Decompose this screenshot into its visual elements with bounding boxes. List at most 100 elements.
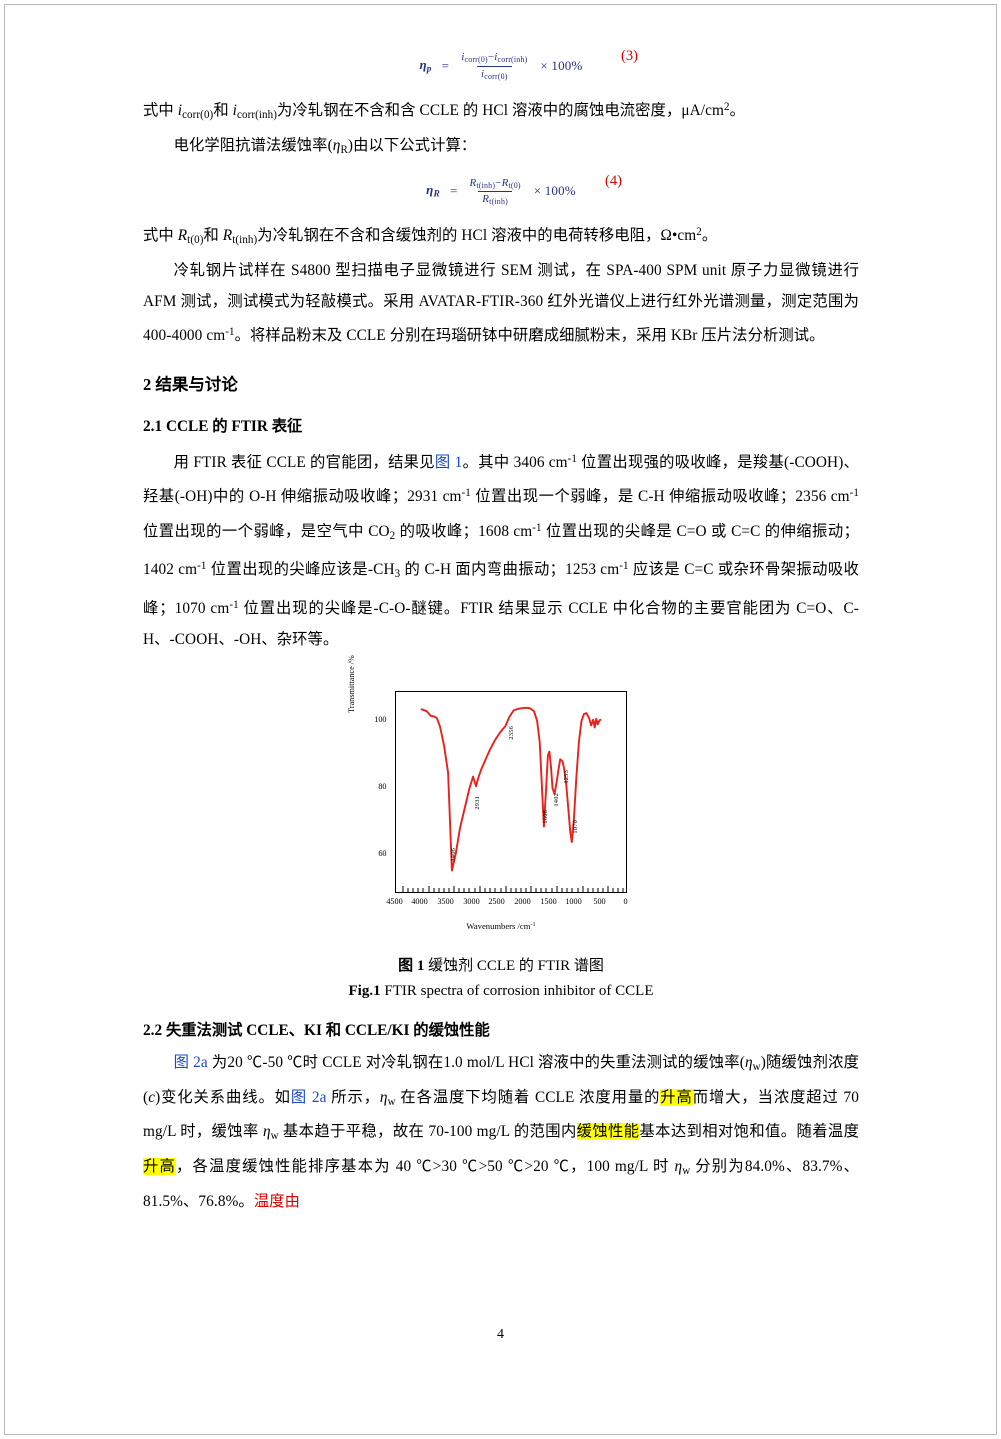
chart-x-tick-3000: 3000 xyxy=(463,897,480,907)
text-run: 的 C-H 面内弯曲振动；1253 cm xyxy=(400,561,620,579)
highlight-shenggao-1: 升高 xyxy=(660,1088,693,1106)
text-run: 为20 ℃-50 ℃时 CCLE 对冷轧钢在1.0 mol/L HCl 溶液中的… xyxy=(207,1054,745,1072)
paragraph-ftir: 用 FTIR 表征 CCLE 的官能团，结果见图 1。其中 3406 cm-1 … xyxy=(143,452,860,648)
paragraph-after-eq4: 式中 Rt(0)和 Rt(inh)为冷轧钢在不含和含缓蚀剂的 HCl 溶液中的电… xyxy=(143,226,718,247)
section-heading-results: 2 结果与讨论 xyxy=(143,374,238,394)
text-run: 位置出现的尖峰是-C-O-醚键。FTIR 结果显示 CCLE 中化合物的主要官能… xyxy=(143,599,859,648)
equation-4-lhs: ηR xyxy=(426,182,440,201)
equation-4-tail: × 100% xyxy=(533,183,576,199)
text-run: 为冷轧钢在不含和含缓蚀剂的 HCl 溶液中的电荷转移电阻，Ω•cm xyxy=(257,227,697,245)
section-heading-ftir: 2.1 CCLE 的 FTIR 表征 xyxy=(143,417,303,435)
figure-caption-cn: 图 1 缓蚀剂 CCLE 的 FTIR 谱图 xyxy=(143,954,859,979)
text-run: 所示， xyxy=(326,1088,380,1106)
paragraph-eis-intro: 电化学阻抗谱法缓蚀率(ηR)由以下公式计算： xyxy=(173,136,477,156)
text-run: )随缓蚀剂浓度( xyxy=(143,1054,859,1106)
symbol-rt0: R xyxy=(177,227,188,245)
symbol-c: c xyxy=(148,1088,156,1106)
chart-peak-label-2356: 2356 xyxy=(507,726,515,740)
symbol-icorr0: i xyxy=(177,101,183,119)
chart-peak-label-1253: 1253 xyxy=(562,770,570,784)
figure-caption-en: Fig.1 FTIR spectra of corrosion inhibito… xyxy=(143,979,859,1004)
chart-peak-label-1608: 1608 xyxy=(541,810,549,824)
paragraph-weightloss: 图 2a 为20 ℃-50 ℃时 CCLE 对冷轧钢在1.0 mol/L HCl… xyxy=(143,1054,859,1210)
chart-x-tick-2500: 2500 xyxy=(488,897,505,907)
paragraph-after-eq3: 式中 icorr(0)和 icorr(inh)为冷轧钢在不含和含 CCLE 的 … xyxy=(143,101,746,122)
text-run: 。 xyxy=(729,101,746,119)
equation-4-fraction: Rt(inh)−Rt(0) Rt(inh) xyxy=(465,177,524,206)
text-run: 位置出现一个弱峰，是 C-H 伸缩振动吸收峰；2356 cm xyxy=(470,488,850,506)
equation-3-lhs: ηp xyxy=(419,57,432,75)
red-text-wendu: 温度由 xyxy=(253,1192,301,1210)
text-run: 位置出现强的吸收峰，是羧基(-COOH)、羟基(-OH)中的 O-H 伸缩振动吸… xyxy=(143,453,859,506)
chart-x-tick-1500: 1500 xyxy=(540,897,557,907)
equation-3: ηp = icorr(0)−icorr(inh) icorr(0) × 100% xyxy=(419,51,582,80)
figure-caption-cn-label: 图 1 xyxy=(398,958,425,975)
chart-x-tick-1000: 1000 xyxy=(565,897,582,907)
equation-3-fraction: icorr(0)−icorr(inh) icorr(0) xyxy=(457,51,531,80)
figure-caption-en-text: FTIR spectra of corrosion inhibitor of C… xyxy=(380,983,654,1000)
section-heading-weightloss: 2.2 失重法测试 CCLE、KI 和 CCLE/KI 的缓蚀性能 xyxy=(143,1022,490,1040)
text-run: 和 xyxy=(213,101,233,119)
text-run: 。将样品粉末及 CCLE 分别在玛瑙研钵中研磨成细腻粉末，采用 KBr 压片法分… xyxy=(234,327,825,345)
chart-plot-area: 3406 2931 2356 1608 1402 1253 1070 xyxy=(394,691,627,894)
text-run: 位置出现的一个弱峰，是空气中 CO xyxy=(143,522,390,540)
text-run: 。 xyxy=(701,227,718,245)
text-run: 位置出现的尖峰应该是-CH xyxy=(206,561,395,579)
chart-y-tick-100: 100 xyxy=(374,715,387,725)
chart-x-tick-500: 500 xyxy=(593,897,606,907)
text-run: 式中 xyxy=(143,101,178,119)
equation-4-number: (4) xyxy=(605,173,622,190)
text-run: 和 xyxy=(203,227,223,245)
equation-4: ηR = Rt(inh)−Rt(0) Rt(inh) × 100% xyxy=(426,177,576,206)
symbol-eta-w: η xyxy=(744,1054,753,1072)
chart-x-tick-3500: 3500 xyxy=(437,897,454,907)
equation-3-tail: × 100% xyxy=(540,58,583,73)
page-content: ηp = icorr(0)−icorr(inh) icorr(0) × 100%… xyxy=(143,40,859,1217)
symbol-rtinh: R xyxy=(222,227,233,245)
text-run: 分别为84.0%、83.7%、81.5%、76.8%。 xyxy=(143,1158,859,1210)
equation-4-row: ηR = Rt(inh)−Rt(0) Rt(inh) × 100% (4) xyxy=(143,165,859,217)
symbol-eta-w: η xyxy=(262,1123,271,1141)
page-number: 4 xyxy=(497,1327,504,1342)
chart-x-tick-2000: 2000 xyxy=(514,897,531,907)
ftir-spectrum-svg xyxy=(402,706,623,893)
figure-1: Transmittance /% 100 80 60 4500 4000 xyxy=(143,655,859,946)
highlight-shenggao-2: 升高 xyxy=(143,1158,177,1176)
text-run: ，各温度缓蚀性能排序基本为 40 ℃>30 ℃>50 ℃>20 ℃，100 mg… xyxy=(176,1158,675,1176)
text-run: 。其中 3406 cm xyxy=(462,453,568,471)
figure-link-1[interactable]: 图 1 xyxy=(434,453,463,471)
text-run: 用 FTIR 表征 CCLE 的官能团，结果见 xyxy=(173,453,435,471)
text-run: 应该是 C=C 或杂环骨架振动吸收峰；1070 cm xyxy=(143,561,859,617)
equation-3-denominator: icorr(0) xyxy=(477,65,512,81)
equation-4-equals: = xyxy=(449,183,458,199)
text-run: 位置出现的尖峰是 C=O 或 C=C 的伸缩振动；1402 cm xyxy=(143,522,859,579)
equation-3-numerator: icorr(0)−icorr(inh) xyxy=(461,51,528,65)
equation-3-row: ηp = icorr(0)−icorr(inh) icorr(0) × 100%… xyxy=(143,40,859,92)
symbol-eta-w: η xyxy=(379,1088,388,1106)
text-run: 基本趋于平稳，故在 70-100 mg/L 的范围内 xyxy=(278,1123,577,1141)
text-run: 为冷轧钢在不含和含 CCLE 的 HCl 溶液中的腐蚀电流密度，μA/cm xyxy=(277,101,725,119)
text-run: 而增大，当浓度超过 70 mg/L 时，缓蚀率 xyxy=(143,1088,859,1141)
paragraph-instruments: 冷轧钢片试样在 S4800 型扫描电子显微镜进行 SEM 测试，在 SPA-40… xyxy=(143,261,859,345)
text-run: 基本达到相对饱和值。随着温度 xyxy=(639,1123,859,1141)
ftir-chart: Transmittance /% 100 80 60 4500 4000 xyxy=(347,655,654,946)
text-run: 冷轧钢片试样在 S4800 型扫描电子显微镜进行 SEM 测试，在 SPA-40… xyxy=(143,261,859,345)
chart-peak-label-3406: 3406 xyxy=(449,848,457,862)
text-run: 在各温度下均随着 CCLE 浓度用量的 xyxy=(395,1088,661,1106)
equation-3-number: (3) xyxy=(621,48,638,64)
equation-4-numerator: Rt(inh)−Rt(0) xyxy=(469,176,521,190)
text-run: 的吸收峰；1608 cm xyxy=(395,522,533,540)
figure-caption-en-label: Fig.1 xyxy=(348,983,381,1000)
chart-y-tick-60: 60 xyxy=(378,849,387,859)
text-run: )变化关系曲线。如 xyxy=(155,1088,291,1106)
symbol-eta-w: η xyxy=(674,1158,683,1176)
chart-peak-label-2931: 2931 xyxy=(473,796,481,810)
chart-x-tick-0: 0 xyxy=(623,897,628,907)
figure-link-2a-second[interactable]: 图 2a xyxy=(290,1088,327,1106)
highlight-huanshixingneng: 缓蚀性能 xyxy=(576,1123,640,1141)
chart-peak-label-1402: 1402 xyxy=(552,793,560,807)
figure-link-2a-first[interactable]: 图 2a xyxy=(173,1054,208,1072)
text-run: )由以下公式计算： xyxy=(347,136,477,154)
equation-4-denominator: Rt(inh) xyxy=(478,190,512,206)
